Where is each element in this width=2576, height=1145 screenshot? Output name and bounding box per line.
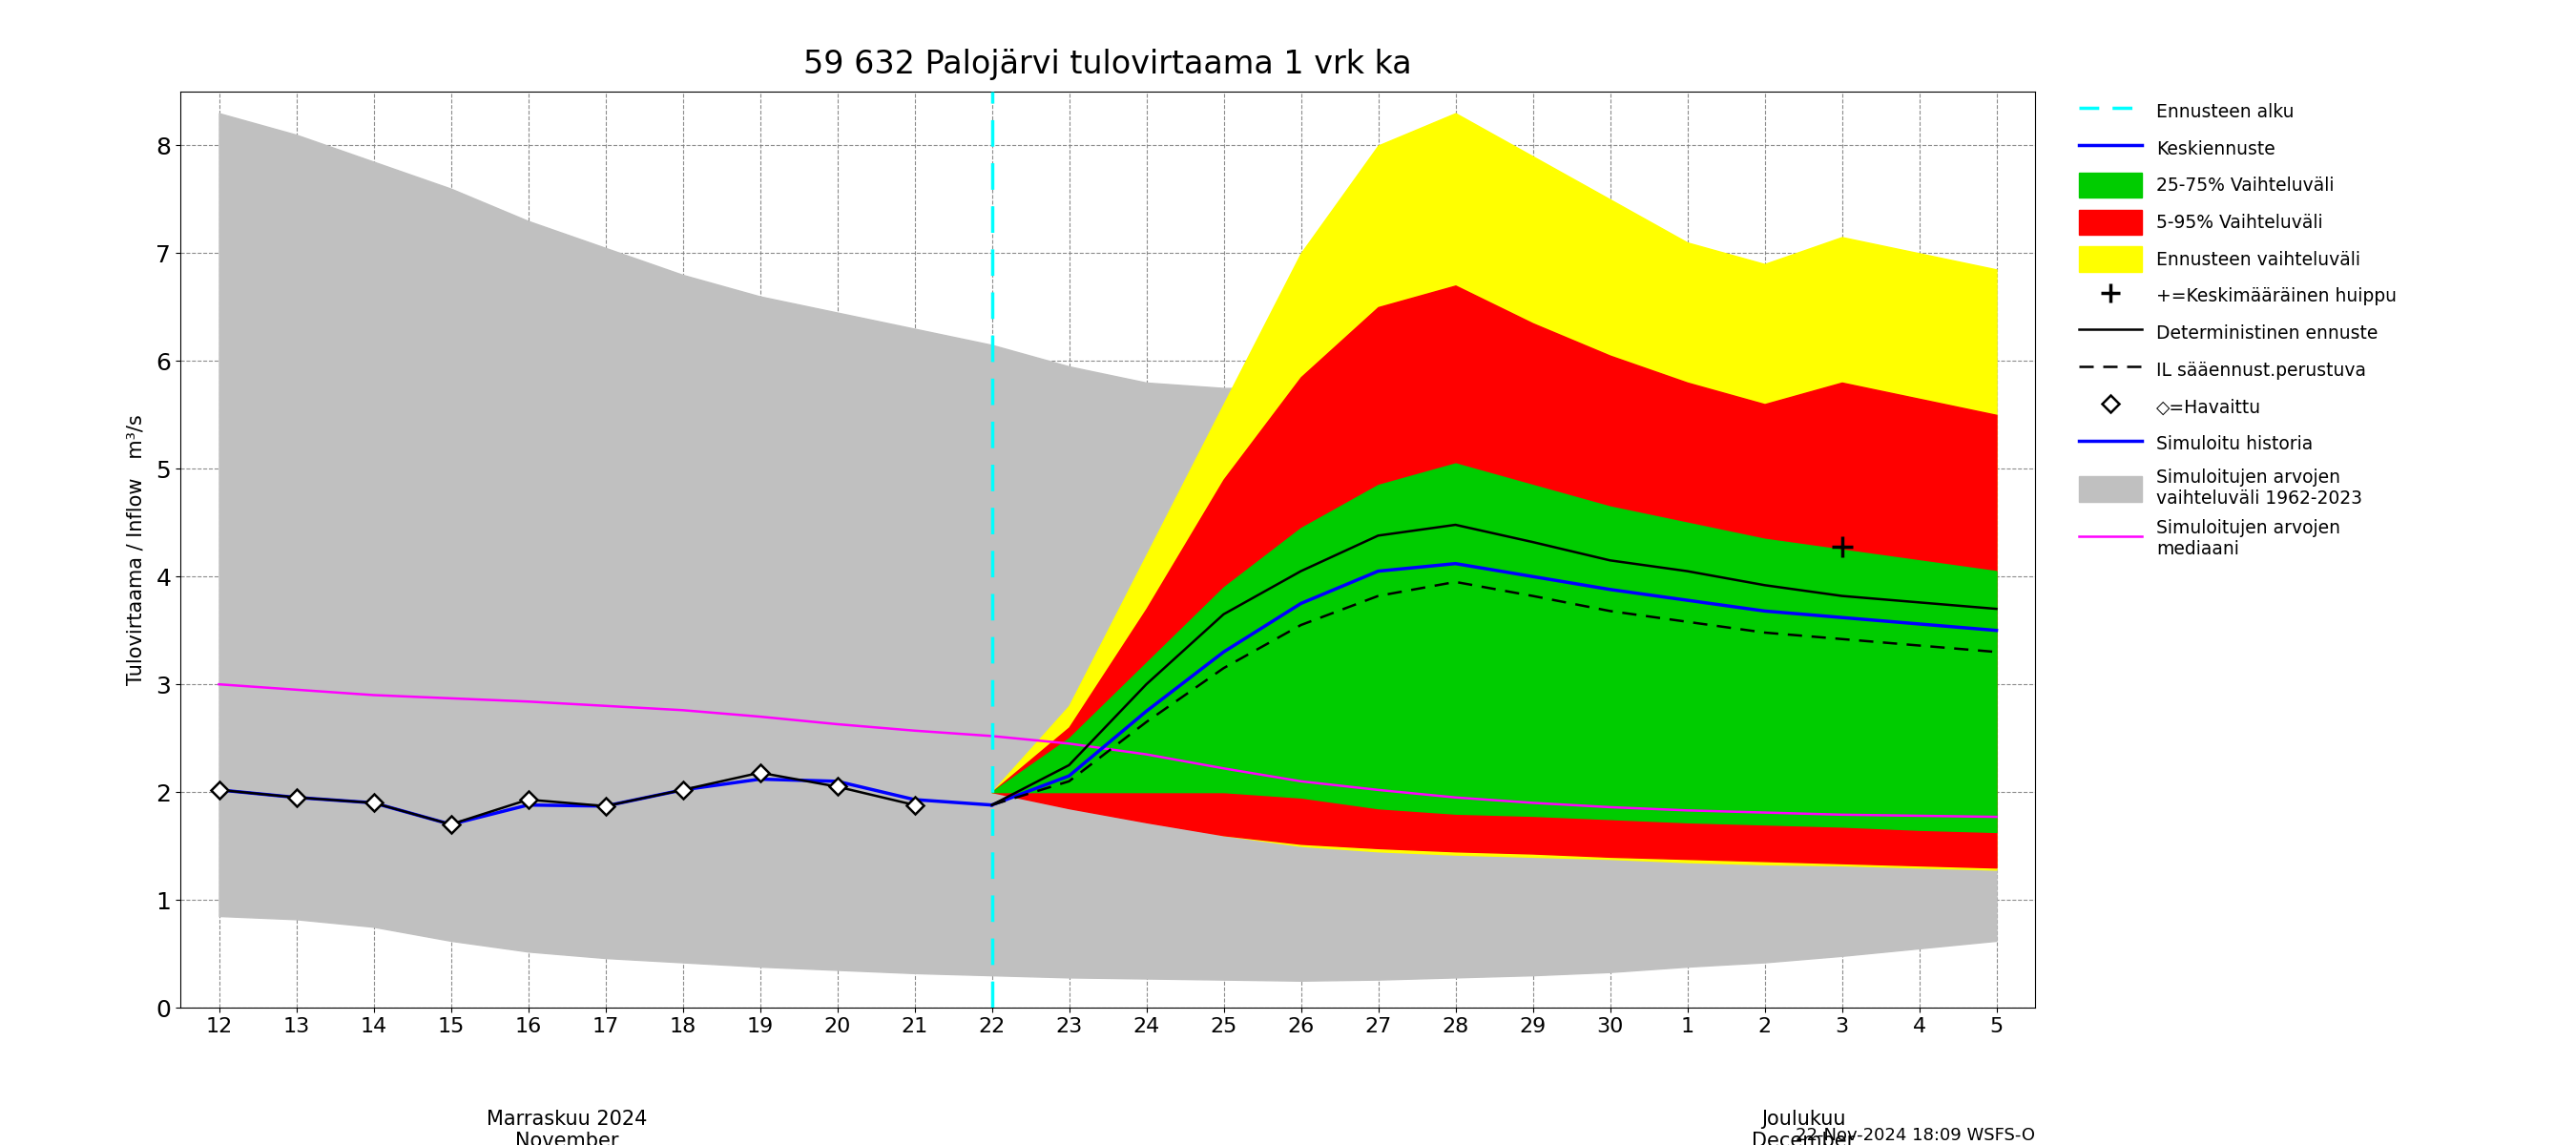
Title: 59 632 Palojärvi tulovirtaama 1 vrk ka: 59 632 Palojärvi tulovirtaama 1 vrk ka bbox=[804, 48, 1412, 80]
Text: Joulukuu
December: Joulukuu December bbox=[1752, 1110, 1855, 1145]
Y-axis label: Tulovirtaama / Inflow   m³/s: Tulovirtaama / Inflow m³/s bbox=[126, 414, 144, 685]
Text: 22-Nov-2024 18:09 WSFS-O: 22-Nov-2024 18:09 WSFS-O bbox=[1795, 1127, 2035, 1144]
Text: Marraskuu 2024
November: Marraskuu 2024 November bbox=[487, 1110, 647, 1145]
Legend: Ennusteen alku, Keskiennuste, 25-75% Vaihteluväli, 5-95% Vaihteluväli, Ennusteen: Ennusteen alku, Keskiennuste, 25-75% Vai… bbox=[2071, 92, 2403, 566]
